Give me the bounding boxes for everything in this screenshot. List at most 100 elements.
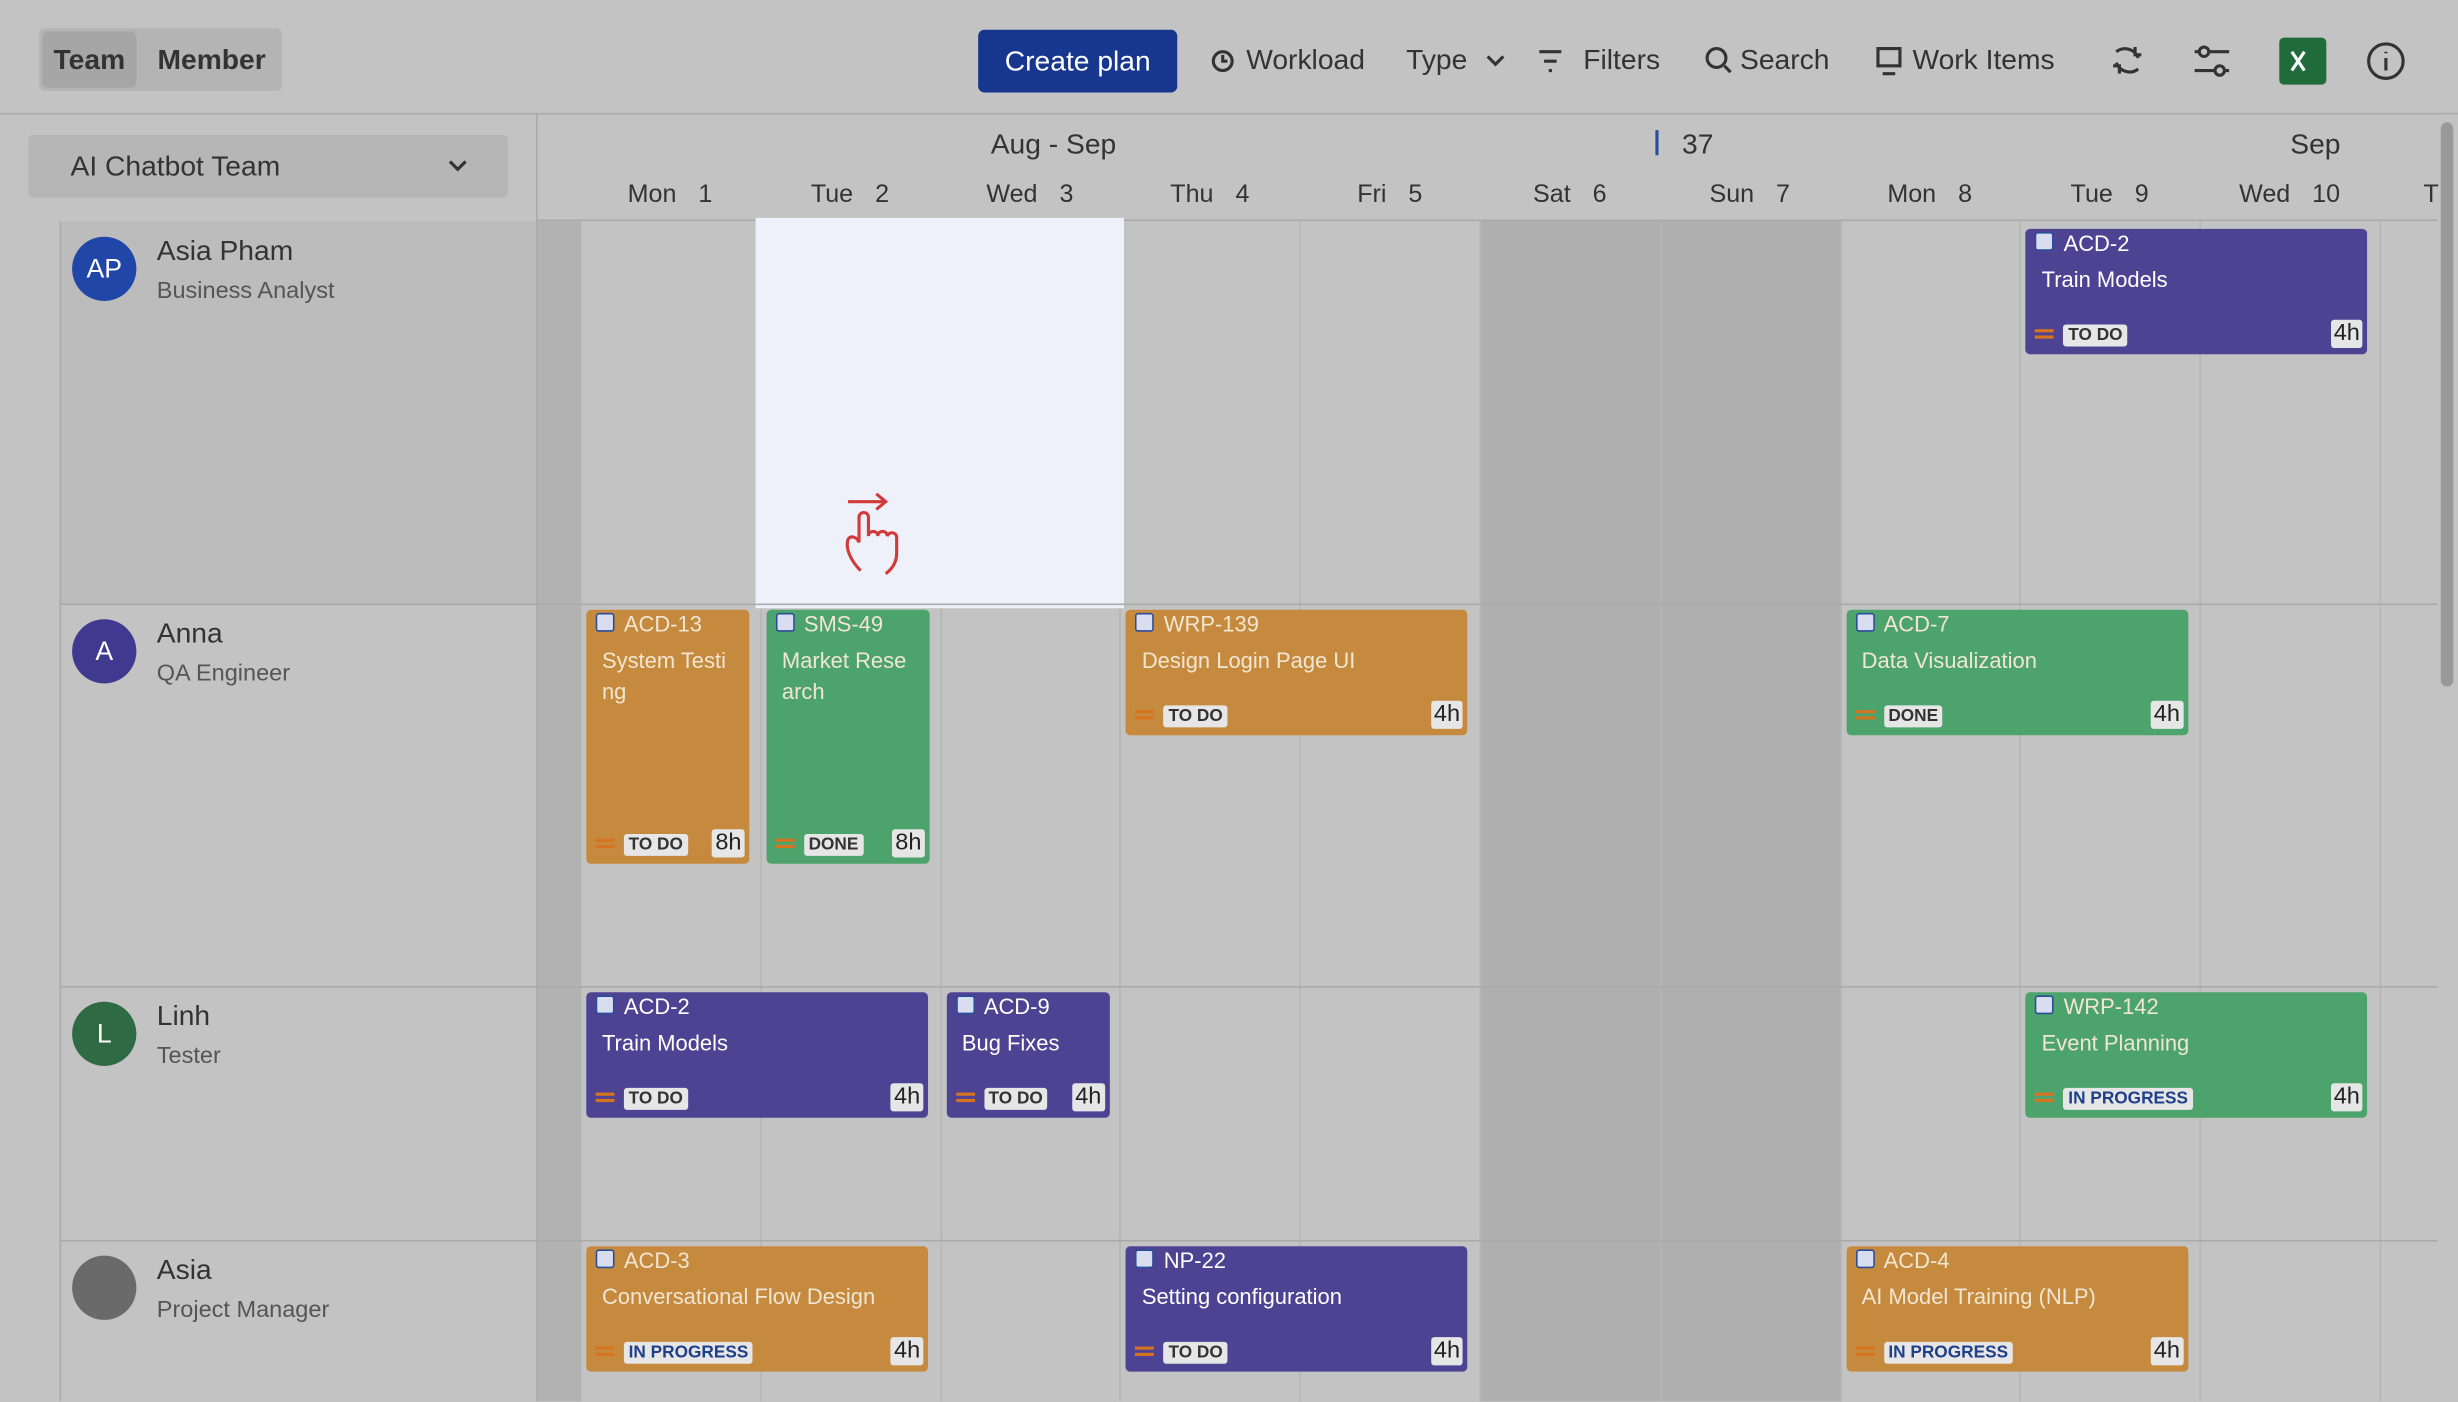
month-label: Aug - Sep bbox=[990, 128, 1117, 160]
vline bbox=[1839, 221, 1842, 1402]
member-role: Tester bbox=[156, 1042, 221, 1070]
status: TO DO bbox=[623, 833, 688, 856]
vline bbox=[2379, 221, 2382, 1402]
priority bbox=[1135, 710, 1155, 720]
day-header: Wed 10 bbox=[2200, 182, 2380, 210]
task-icon bbox=[1855, 612, 1875, 632]
search-button[interactable]: Search bbox=[1740, 43, 1830, 76]
team-select[interactable]: AI Chatbot Team bbox=[28, 134, 508, 198]
task-card[interactable]: ACD-13 System Testing TO DO 8h bbox=[586, 609, 750, 864]
vline bbox=[939, 221, 942, 1402]
day-number: 8 bbox=[1958, 181, 1973, 209]
task-icon bbox=[1135, 1249, 1155, 1269]
task-icon bbox=[2035, 995, 2055, 1015]
hours: 4h bbox=[2150, 1337, 2184, 1366]
priority bbox=[775, 838, 795, 849]
toolbar-icons bbox=[1211, 37, 2405, 85]
weekday: Fri bbox=[1357, 181, 1387, 209]
task-card[interactable]: NP-22 Setting configuration TO DO 4h bbox=[1126, 1246, 1468, 1372]
vline bbox=[536, 114, 538, 1402]
priority bbox=[1855, 1346, 1875, 1356]
create-button[interactable]: Create plan bbox=[978, 29, 1178, 93]
scrollbar bbox=[2440, 122, 2454, 687]
month-label: Sep bbox=[2290, 128, 2341, 160]
task-title: System Testing bbox=[601, 647, 726, 704]
vline bbox=[759, 221, 762, 1402]
chevron bbox=[448, 160, 467, 172]
work-items-button[interactable]: Work Items bbox=[1912, 43, 2055, 76]
week-label: 37 bbox=[1682, 128, 1714, 160]
weekday: T bbox=[2423, 181, 2439, 209]
tab[interactable]: Team bbox=[42, 31, 137, 88]
task-key: WRP-142 bbox=[2063, 993, 2159, 1019]
priority bbox=[595, 1346, 615, 1356]
gap-column bbox=[537, 221, 581, 1402]
status: TO DO bbox=[983, 1087, 1048, 1110]
priority bbox=[2035, 329, 2055, 339]
day-number: 2 bbox=[875, 181, 890, 209]
weekend bbox=[1479, 221, 1660, 1402]
day-number: 5 bbox=[1408, 181, 1423, 209]
task-icon bbox=[1135, 612, 1155, 632]
weekday: Wed bbox=[986, 181, 1038, 209]
day-header: Thu 4 bbox=[1120, 182, 1300, 210]
hours: 4h bbox=[1430, 700, 1464, 729]
hours: 4h bbox=[890, 1337, 924, 1366]
tab[interactable]: Member bbox=[157, 43, 266, 76]
day-header: Mon 1 bbox=[580, 182, 760, 210]
day-header: Tue 2 bbox=[760, 182, 940, 210]
task-key: ACD-4 bbox=[1883, 1247, 1950, 1273]
day-header: Sun 7 bbox=[1660, 182, 1840, 210]
member-name: Anna bbox=[156, 617, 223, 649]
weekday: Tue bbox=[810, 181, 854, 209]
vline bbox=[2199, 221, 2202, 1402]
status: DONE bbox=[1883, 705, 1943, 728]
day-header: Tue 9 bbox=[2020, 182, 2200, 210]
weekday: Sat bbox=[1533, 181, 1571, 209]
task-key: ACD-9 bbox=[983, 993, 1050, 1019]
filters-button[interactable]: Filters bbox=[1583, 43, 1661, 76]
weekday: Mon bbox=[1887, 181, 1937, 209]
day-number: 9 bbox=[2134, 181, 2149, 209]
task-key: ACD-13 bbox=[623, 611, 702, 637]
vline bbox=[580, 221, 582, 1402]
status: IN PROGRESS bbox=[2063, 1087, 2193, 1110]
task-key: WRP-139 bbox=[1163, 611, 1259, 637]
hline bbox=[537, 219, 2438, 222]
status: DONE bbox=[803, 833, 864, 856]
weekday: Sun bbox=[1709, 181, 1755, 209]
task-card[interactable]: ACD-2 Train Models TO DO 4h bbox=[2025, 228, 2368, 355]
hline bbox=[59, 603, 2438, 606]
day-header: Mon 8 bbox=[1840, 182, 2020, 210]
vline bbox=[1479, 221, 1482, 1402]
avatar: A bbox=[72, 619, 137, 684]
task-card[interactable]: ACD-2 Train Models TO DO 4h bbox=[586, 992, 929, 1118]
workload-button[interactable]: Workload bbox=[1246, 43, 1365, 76]
type-button[interactable]: Type bbox=[1406, 43, 1468, 76]
task-title: Data Visualization bbox=[1861, 647, 2037, 673]
hours: 4h bbox=[1430, 1337, 1464, 1366]
member-role: Business Analyst bbox=[156, 277, 335, 305]
hours: 4h bbox=[890, 1083, 924, 1112]
hours: 8h bbox=[712, 829, 745, 858]
task-key: ACD-2 bbox=[623, 993, 690, 1019]
task-card[interactable]: ACD-3 Conversational Flow Design IN PROGRE… bbox=[586, 1246, 929, 1372]
task-card[interactable]: WRP-139 Design Login Page UI TO DO 4h bbox=[1126, 609, 1468, 736]
day-number: 7 bbox=[1776, 181, 1791, 209]
task-card[interactable]: ACD-9 Bug Fixes TO DO 4h bbox=[946, 992, 1110, 1118]
vline bbox=[1119, 221, 1122, 1402]
task-card[interactable]: ACD-4 AI Model Training (NLP) IN PROGRESS 4… bbox=[1845, 1246, 2188, 1372]
task-title: Conversational Flow Design bbox=[601, 1283, 876, 1309]
task-key: SMS-49 bbox=[803, 611, 884, 637]
weekday: Mon bbox=[627, 181, 677, 209]
task-key: ACD-7 bbox=[1883, 611, 1950, 637]
task-title: Train Models bbox=[601, 1029, 729, 1055]
task-card[interactable]: ACD-7 Data Visualization DONE 4h bbox=[1845, 609, 2188, 736]
task-card[interactable]: WRP-142 Event Planning IN PROGRESS 4h bbox=[2025, 992, 2368, 1118]
day-header: Fri 5 bbox=[1300, 182, 1480, 210]
status: TO DO bbox=[1163, 705, 1228, 728]
task-card[interactable]: SMS-49 Market Research DONE 8h bbox=[766, 609, 930, 864]
member-role: Project Manager bbox=[156, 1296, 330, 1324]
day-number: 10 bbox=[2312, 181, 2341, 209]
